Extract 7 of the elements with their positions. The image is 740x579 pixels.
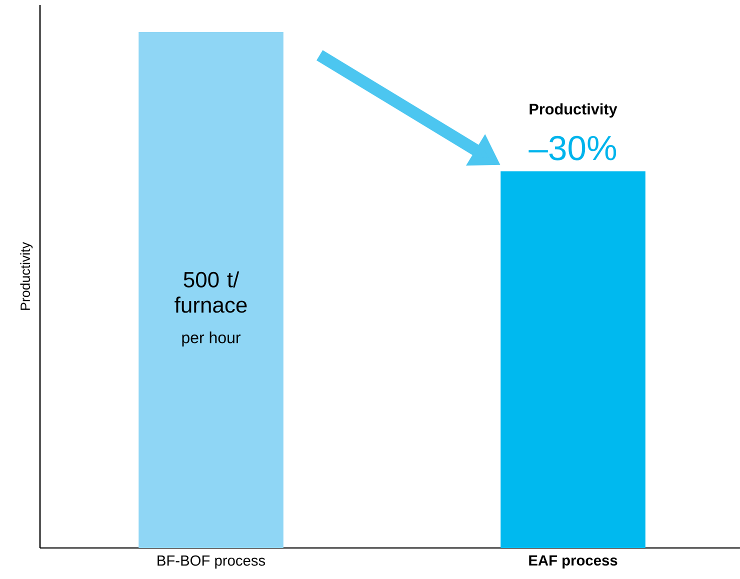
annotation: 500 t/ furnace xyxy=(174,271,247,313)
y-axis-title: Productivity xyxy=(20,242,33,310)
x-tick-label: EAF process xyxy=(529,555,618,568)
annotation: per hour xyxy=(182,332,241,346)
annotation: Productivity xyxy=(530,103,618,118)
x-tick-label: BF-BOF process xyxy=(158,555,266,569)
annotation: –30% xyxy=(528,136,616,160)
